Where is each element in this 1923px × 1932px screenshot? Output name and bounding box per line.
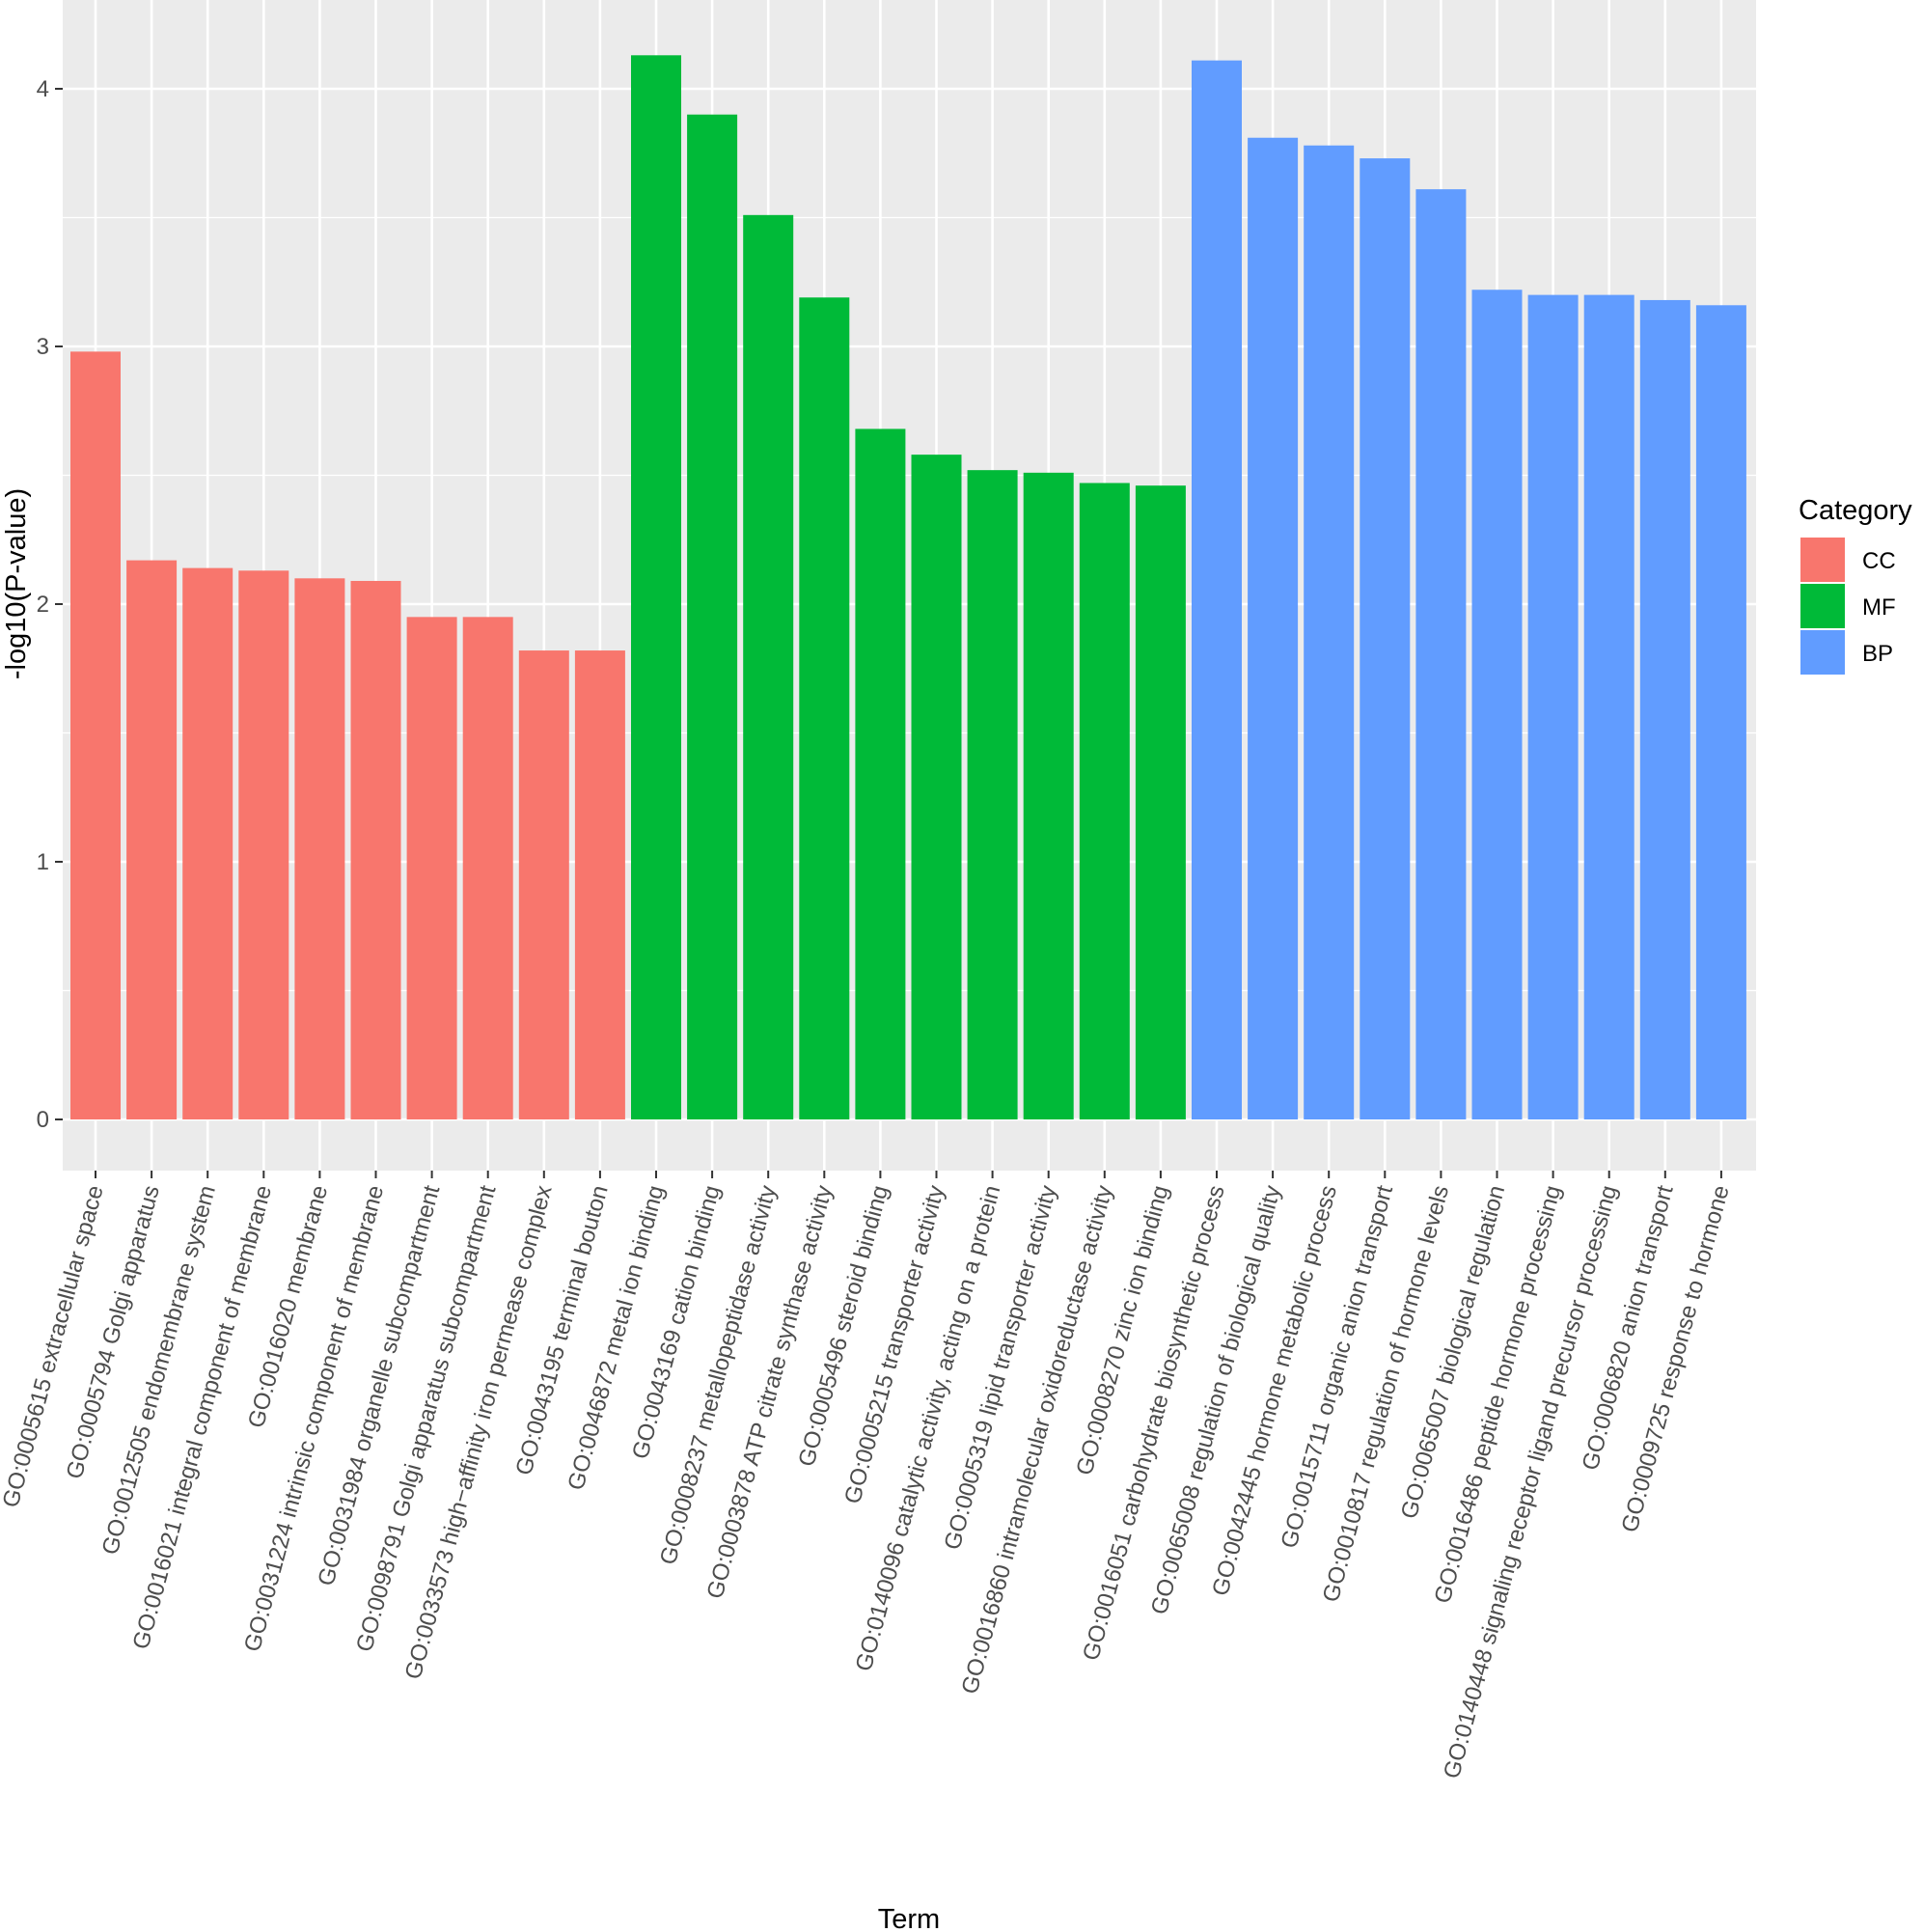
- bar-mf: [1079, 483, 1130, 1119]
- y-tick-label: 4: [37, 76, 49, 102]
- bar-mf: [1023, 472, 1074, 1120]
- legend-key-mf: [1800, 584, 1845, 628]
- bar-mf: [687, 114, 738, 1120]
- bar-bp: [1583, 294, 1635, 1120]
- legend-label-bp: BP: [1862, 641, 1893, 667]
- bar-bp: [1471, 290, 1523, 1119]
- bar-cc: [462, 617, 513, 1119]
- bar-mf: [1135, 485, 1186, 1119]
- y-axis: 0 1 2 3 4: [37, 76, 63, 1133]
- bar-mf: [799, 297, 850, 1119]
- bar-cc: [574, 650, 625, 1119]
- x-axis-title: Term: [878, 1904, 940, 1932]
- bar-cc: [518, 650, 569, 1119]
- legend-key-bp: [1800, 630, 1845, 675]
- bar-cc: [350, 580, 401, 1119]
- bar-cc: [406, 617, 457, 1119]
- y-tick-label: 0: [37, 1107, 49, 1133]
- bar-bp: [1248, 137, 1299, 1120]
- bar-mf: [911, 455, 962, 1119]
- y-tick-label: 2: [37, 592, 49, 618]
- bars: [70, 55, 1746, 1120]
- legend-key-cc: [1800, 538, 1845, 582]
- bar-mf: [631, 55, 681, 1119]
- legend-title: Category: [1799, 495, 1912, 526]
- bar-bp: [1639, 299, 1690, 1119]
- x-axis: GO:0005615 extracellular spaceGO:0005794…: [0, 1171, 1735, 1781]
- bar-cc: [70, 351, 121, 1120]
- bar-cc: [182, 567, 234, 1119]
- bar-mf: [967, 470, 1018, 1119]
- bar-bp: [1527, 294, 1579, 1120]
- y-tick-label: 3: [37, 334, 49, 360]
- x-tick-label: GO:0065007 biological regulation: [1396, 1183, 1510, 1522]
- y-tick-label: 1: [37, 849, 49, 875]
- bar-cc: [238, 570, 289, 1119]
- legend: Category CC MF BP: [1799, 495, 1912, 675]
- bar-bp: [1360, 158, 1411, 1120]
- bar-mf: [743, 214, 794, 1119]
- legend-label-mf: MF: [1862, 594, 1896, 621]
- bar-bp: [1695, 305, 1746, 1119]
- x-tick-label: GO:0009725 response to hormone: [1617, 1183, 1735, 1535]
- legend-label-cc: CC: [1862, 548, 1896, 574]
- bar-cc: [294, 578, 345, 1119]
- bar-bp: [1192, 60, 1242, 1119]
- bar-mf: [855, 428, 906, 1119]
- bar-cc: [126, 560, 178, 1119]
- x-tick-label: GO:0005615 extracellular space: [0, 1183, 109, 1510]
- bar-bp: [1415, 189, 1467, 1119]
- bar-bp: [1304, 145, 1355, 1120]
- y-axis-title: -log10(P-value): [1, 488, 32, 679]
